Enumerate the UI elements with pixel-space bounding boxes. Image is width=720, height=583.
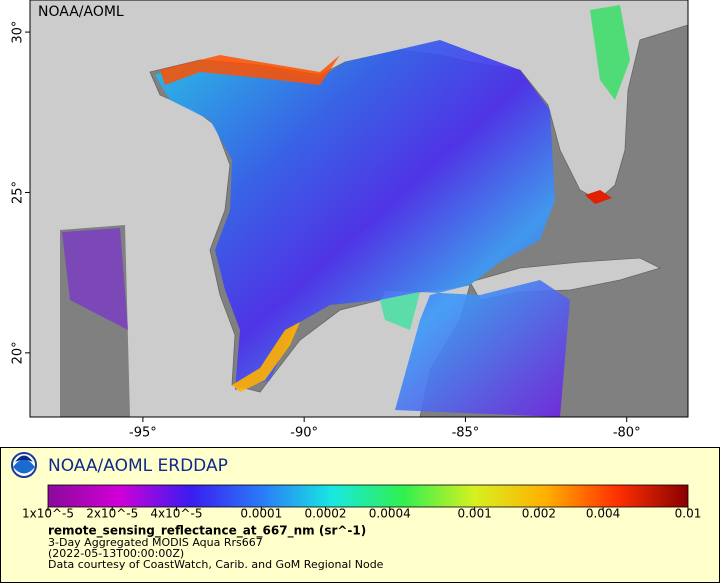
logo — [11, 452, 37, 478]
map-source-label: NOAA/AOML — [38, 4, 124, 20]
coastal-high — [380, 292, 420, 330]
y-tick-label: 30° — [11, 21, 26, 44]
colorbar-tick-label: 1x10^-5 — [22, 507, 74, 521]
x-tick-label: -95° — [129, 426, 157, 441]
colorbar-tick-label: 4x10^-5 — [150, 507, 202, 521]
colorbar-tick-label: 0.002 — [522, 507, 556, 521]
coastal-high — [590, 5, 630, 100]
colorbar-tick-label: 0.004 — [586, 507, 620, 521]
y-tick-label: 20° — [11, 341, 26, 364]
x-tick-label: -80° — [613, 426, 641, 441]
colorbar-tick-label: 0.01 — [675, 507, 702, 521]
map-frame — [29, 0, 689, 418]
variable-name: remote_sensing_reflectance_at_667_nm (sr… — [48, 524, 366, 539]
colorbar-tick-label: 0.0004 — [369, 507, 411, 521]
coastal-high — [585, 190, 612, 204]
legend-line: (2022-05-13T00:00:00Z) — [48, 547, 184, 560]
y-tick-label: 25° — [11, 181, 26, 204]
legend-panel — [0, 447, 720, 583]
colorbar-tick-label: 2x10^-5 — [86, 507, 138, 521]
x-tick-label: -85° — [452, 426, 480, 441]
map — [30, 0, 688, 417]
legend-line: Data courtesy of CoastWatch, Carib. and … — [48, 558, 384, 571]
coastal-high — [160, 55, 340, 85]
colorbar-ticks: 1x10^-5 2x10^-5 4x10^-5 0.0001 0.0002 0.0004 0… — [22, 507, 701, 521]
colorbar — [47, 484, 689, 508]
legend-title: NOAA/AOML ERDDAP — [48, 456, 228, 476]
satellite-data — [62, 228, 128, 330]
legend-line: 3-Day Aggregated MODIS Aqua Rrs667 — [48, 536, 263, 549]
axes: -95° -90° -85° -80° 30° 25° 20° — [11, 21, 641, 441]
x-tick-label: -90° — [290, 426, 318, 441]
satellite-data — [155, 40, 570, 417]
colorbar-tick-label: 0.0001 — [240, 507, 282, 521]
colorbar-tick-label: 0.0002 — [305, 507, 347, 521]
coastal-high — [232, 322, 300, 392]
colorbar-tick-label: 0.001 — [457, 507, 491, 521]
